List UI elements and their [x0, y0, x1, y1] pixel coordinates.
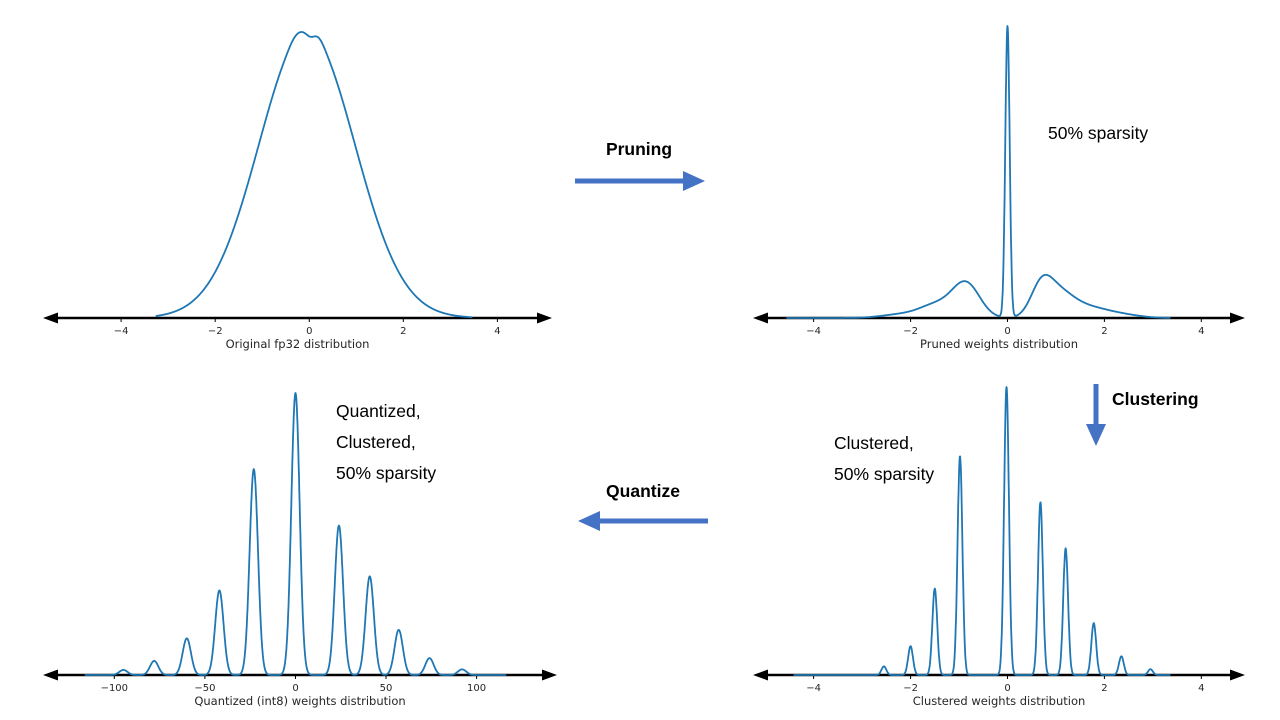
tick-label: −2 — [208, 326, 223, 337]
axis-right-arrowhead-icon — [1230, 669, 1245, 681]
tick-label: 2 — [400, 326, 406, 337]
annotation-line: Clustered, — [336, 432, 416, 452]
chart-xlabel: Pruned weights distribution — [920, 337, 1078, 351]
axis-right-arrowhead-icon — [1230, 312, 1245, 324]
tick-label: 2 — [1101, 683, 1107, 694]
axis-right-arrowhead-icon — [542, 669, 557, 681]
chart-clustered-weights: −4 −2 0 2 4 Clustered weights distribution — [753, 386, 1245, 708]
density-curve — [155, 31, 473, 319]
axis-left-arrowhead-icon — [43, 669, 58, 681]
axis-left-arrowhead-icon — [753, 312, 768, 324]
chart-xlabel: Original fp32 distribution — [226, 337, 370, 351]
annotation-line: 50% sparsity — [834, 464, 935, 484]
tick-label: −50 — [194, 683, 215, 694]
chart-xlabel: Clustered weights distribution — [913, 694, 1086, 708]
chart-pruned-weights: −4 −2 0 2 4 Pruned weights distribution — [753, 25, 1245, 351]
annotation-line: 50% sparsity — [336, 463, 437, 483]
density-curve — [786, 25, 1171, 319]
tick-label: 0 — [306, 326, 312, 337]
tick-label: −4 — [114, 326, 129, 337]
tick-label: −4 — [806, 683, 821, 694]
density-curve — [793, 386, 1171, 676]
tick-label: 0 — [292, 683, 298, 694]
axis-left-arrowhead-icon — [753, 669, 768, 681]
annotation-line: Quantized, — [336, 401, 421, 421]
tick-label: 4 — [494, 326, 500, 337]
clustering-arrow-label: Clustering — [1112, 389, 1199, 409]
pruning-arrow-label: Pruning — [605, 139, 673, 159]
axis-right-arrowhead-icon — [537, 312, 552, 324]
chart-original-fp32: −4 −2 0 2 4 Original fp32 distribution — [43, 31, 552, 351]
quantize-arrow-icon — [578, 511, 708, 531]
tick-label: −2 — [903, 683, 918, 694]
tick-label: −100 — [101, 683, 128, 694]
quantize-arrow-label: Quantize — [606, 481, 680, 501]
tick-label: −2 — [903, 326, 918, 337]
tick-label: 0 — [1004, 683, 1010, 694]
tick-label: 100 — [467, 683, 486, 694]
tick-label: 4 — [1198, 683, 1204, 694]
axis-left-arrowhead-icon — [43, 312, 58, 324]
tick-label: 0 — [1004, 326, 1010, 337]
tick-label: 50 — [380, 683, 393, 694]
chart-quantized-int8-weights: −100 −50 0 50 100 Quantized (int8) weights di… — [43, 392, 557, 708]
tick-label: 2 — [1101, 326, 1107, 337]
density-curve — [84, 392, 507, 676]
tick-label: 4 — [1198, 326, 1204, 337]
tick-label: −4 — [806, 326, 821, 337]
pruning-arrow-icon — [575, 171, 705, 191]
clustering-arrow-icon — [1086, 384, 1106, 446]
annotation-line: Clustered, — [834, 433, 914, 453]
quantized-annotation: Quantized, Clustered, 50% sparsity — [336, 396, 436, 489]
chart-xlabel: Quantized (int8) weights distribution — [194, 694, 405, 708]
sparsity-annotation: 50% sparsity — [1048, 123, 1149, 143]
clustered-annotation: Clustered, 50% sparsity — [834, 428, 934, 490]
